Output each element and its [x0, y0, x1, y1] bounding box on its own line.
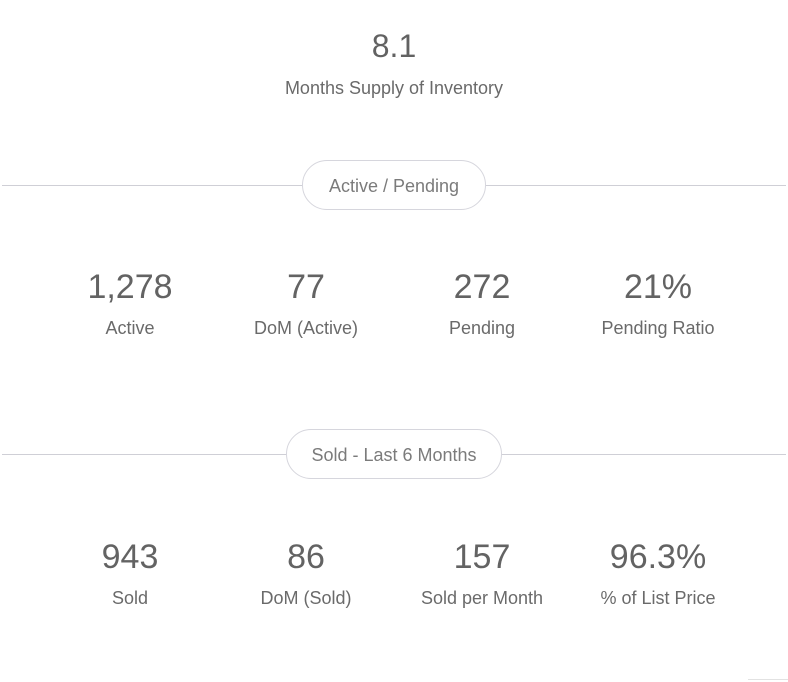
- stat-label: DoM (Active): [253, 318, 358, 338]
- stat-value: 77: [287, 268, 325, 306]
- stat-value: 157: [453, 538, 511, 576]
- active-pending-stats: 1,278 Active 77 DoM (Active) 272 Pending…: [0, 267, 788, 357]
- stat-value: 943: [101, 538, 159, 576]
- section-title-sold: Sold - Last 6 Months: [286, 429, 502, 479]
- stat-pending: 272 Pending: [394, 267, 570, 339]
- stat-value: 96.3%: [609, 538, 707, 576]
- section-divider-sold: Sold - Last 6 Months: [2, 429, 786, 481]
- stat-label: Pending: [448, 318, 516, 338]
- stat-list-price-percent: 96.3% % of List Price: [570, 537, 746, 609]
- stat-value: 1,278: [87, 268, 173, 306]
- months-supply-summary: 8.1 Months Supply of Inventory: [0, 26, 788, 100]
- bottom-edge-divider: [748, 679, 788, 680]
- stat-dom-active: 77 DoM (Active): [218, 267, 394, 339]
- section-divider-active-pending: Active / Pending: [2, 160, 786, 212]
- stat-value: 272: [453, 268, 511, 306]
- stat-label: Pending Ratio: [601, 318, 715, 338]
- stat-label: Sold per Month: [420, 588, 544, 608]
- section-title-active-pending: Active / Pending: [302, 160, 486, 210]
- stat-label: Active: [105, 318, 155, 338]
- stat-label: DoM (Sold): [260, 588, 352, 608]
- stat-dom-sold: 86 DoM (Sold): [218, 537, 394, 609]
- stat-value: 21%: [623, 268, 693, 306]
- months-supply-label: Months Supply of Inventory: [284, 78, 504, 98]
- sold-stats: 943 Sold 86 DoM (Sold) 157 Sold per Mont…: [0, 537, 788, 627]
- stat-value: 86: [287, 538, 325, 576]
- stat-sold: 943 Sold: [42, 537, 218, 609]
- stat-label: Sold: [111, 588, 149, 608]
- stat-sold-per-month: 157 Sold per Month: [394, 537, 570, 609]
- stat-active: 1,278 Active: [42, 267, 218, 339]
- months-supply-value: 8.1: [371, 28, 417, 64]
- stat-label: % of List Price: [600, 588, 716, 608]
- stat-pending-ratio: 21% Pending Ratio: [570, 267, 746, 339]
